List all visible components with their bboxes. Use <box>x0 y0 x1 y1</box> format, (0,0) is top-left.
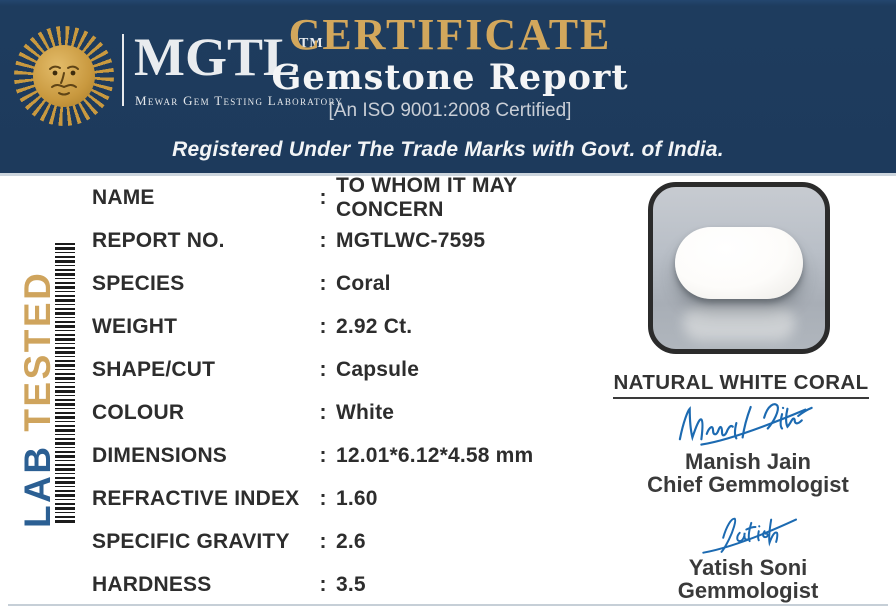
certificate-header: MGTLTM Mewar Gem Testing Laboratory CERT… <box>0 0 896 176</box>
tested-word: TESTED <box>17 270 58 432</box>
report-fields-table: NAME : TO WHOM IT MAY CONCERN REPORT NO.… <box>92 173 617 606</box>
bottom-rule <box>8 604 888 606</box>
field-value-weight: 2.92 Ct. <box>336 314 413 338</box>
field-colon: : <box>319 185 327 209</box>
field-value-dimensions: 12.01*6.12*4.58 mm <box>336 443 534 467</box>
gem-caption: NATURAL WHITE CORAL <box>613 371 869 399</box>
field-label-report-no: REPORT NO. <box>92 228 225 252</box>
field-value-name: TO WHOM IT MAY CONCERN <box>336 173 517 221</box>
gem-photo <box>648 182 830 354</box>
gem-caption-wrap: NATURAL WHITE CORAL <box>608 371 874 399</box>
brand-trademark: TM <box>299 36 324 51</box>
mgtl-sun-logo-icon <box>14 26 114 126</box>
field-colon: : <box>319 271 327 295</box>
gem-reflection <box>683 305 795 341</box>
signatory-gemmologist: Yatish Soni Gemmologist <box>612 508 884 602</box>
brand-name-text: MGTL <box>134 27 300 87</box>
manish-jain-signature-image <box>678 403 813 446</box>
lab-tested-badge: LAB TESTED <box>16 240 60 528</box>
field-label-shape-cut: SHAPE/CUT <box>92 357 216 381</box>
brand-tagline: Mewar Gem Testing Laboratory <box>135 93 344 108</box>
field-colon: : <box>319 572 327 596</box>
field-value-species: Coral <box>336 271 391 295</box>
field-value-hardness: 3.5 <box>336 572 366 596</box>
field-colon: : <box>319 400 327 424</box>
field-colon: : <box>319 228 327 252</box>
lab-word: LAB <box>17 444 58 528</box>
field-label-colour: COLOUR <box>92 400 185 424</box>
field-value-shape-cut: Capsule <box>336 357 420 381</box>
field-label-hardness: HARDNESS <box>92 572 212 596</box>
certificate-title: CERTIFICATE <box>288 10 612 59</box>
field-label-species: SPECIES <box>92 271 185 295</box>
field-colon: : <box>319 314 327 338</box>
field-colon: : <box>319 443 327 467</box>
field-label-name: NAME <box>92 185 155 209</box>
field-value-report-no: MGTLWC-7595 <box>336 228 486 252</box>
iso-certified-line: [An ISO 9001:2008 Certified] <box>328 100 572 122</box>
sun-face-features-icon <box>49 65 79 96</box>
field-label-dimensions: DIMENSIONS <box>92 443 228 467</box>
signatory-name: Yatish Soni <box>688 555 808 580</box>
signatory-title: Gemmologist <box>677 578 819 603</box>
field-label-specific-gravity: SPECIFIC GRAVITY <box>92 529 290 553</box>
field-label-refractive-index: REFRACTIVE INDEX <box>92 486 300 510</box>
field-value-specific-gravity: 2.6 <box>336 529 366 553</box>
barcode <box>55 243 75 524</box>
field-value-refractive-index: 1.60 <box>336 486 378 510</box>
field-label-weight: WEIGHT <box>92 314 178 338</box>
signatory-name: Manish Jain <box>685 449 811 474</box>
brand-divider <box>122 34 124 106</box>
field-colon: : <box>319 529 327 553</box>
gemstone-report-subtitle: Gemstone Report <box>271 57 629 99</box>
registered-trademark-line: Registered Under The Trade Marks with Go… <box>172 138 724 161</box>
signatory-title: Chief Gemmologist <box>647 472 849 497</box>
white-coral-gem-image <box>675 227 803 299</box>
brand-name: MGTLTM <box>134 30 324 84</box>
yatish-soni-signature-image <box>702 517 797 554</box>
header-titles: CERTIFICATE Gemstone Report [An ISO 9001… <box>255 0 645 122</box>
field-colon: : <box>319 486 327 510</box>
field-value-colour: White <box>336 400 395 424</box>
badge-space <box>17 432 58 445</box>
field-colon: : <box>319 357 327 381</box>
signatory-chief-gemmologist: Manish Jain Chief Gemmologist <box>612 398 884 496</box>
